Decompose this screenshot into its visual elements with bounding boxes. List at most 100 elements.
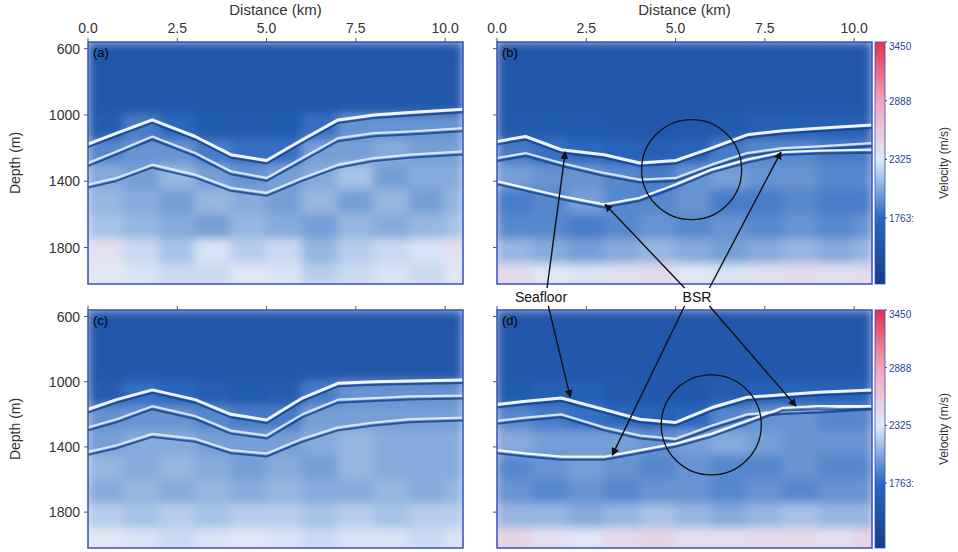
heatmap-cell xyxy=(373,214,410,240)
heatmap-cell xyxy=(604,114,641,140)
reflector-line xyxy=(497,125,872,163)
heatmap-cell xyxy=(639,214,676,240)
heatmap-cell xyxy=(373,332,410,357)
heatmap-cell xyxy=(675,455,712,480)
x-tick-label: 5.0 xyxy=(666,20,686,36)
x-tick xyxy=(177,306,178,310)
heatmap-cell xyxy=(123,42,160,66)
heatmap-cell xyxy=(266,310,303,333)
reflectors xyxy=(497,390,872,460)
heatmap-cell xyxy=(854,332,872,357)
x-tick xyxy=(497,306,498,310)
reflectors xyxy=(497,125,872,208)
heatmap-cell xyxy=(854,455,872,480)
x-tick-label: 10.0 xyxy=(432,20,459,36)
heatmap-cell xyxy=(266,528,303,548)
colorbar-tick xyxy=(885,483,887,484)
panel: 600100014001800Depth (m)(c) xyxy=(7,306,464,549)
heatmap-cell xyxy=(338,310,375,333)
heatmap-cell xyxy=(782,503,819,528)
heatmap-cell xyxy=(88,65,124,91)
heatmap-cell xyxy=(497,90,533,116)
frame xyxy=(497,310,872,548)
plot-area xyxy=(88,42,463,284)
heatmap-cell xyxy=(230,42,267,66)
x-tick-label: 7.5 xyxy=(755,20,775,36)
heatmap-cell xyxy=(195,503,232,528)
heatmap-cell xyxy=(88,455,124,480)
heatmap-cell xyxy=(338,264,375,284)
heatmap-cell xyxy=(159,65,196,91)
heatmap-cell xyxy=(497,479,533,504)
heatmap-cell xyxy=(604,503,641,528)
y-axis-title: Depth (m) xyxy=(7,398,23,460)
heatmap-cell xyxy=(497,455,533,480)
x-tick xyxy=(675,38,676,42)
heatmap-cell xyxy=(445,214,463,240)
heatmap-cell xyxy=(639,90,676,116)
heatmap-cell xyxy=(497,357,533,382)
heatmap-cell xyxy=(854,430,872,455)
heatmap-cell xyxy=(195,332,232,357)
annotation-arrow xyxy=(605,204,684,288)
reflectors xyxy=(88,109,463,196)
heatmap-cell xyxy=(818,65,855,91)
heatmap-cell xyxy=(639,503,676,528)
heatmap-cell xyxy=(747,164,784,190)
colorbar-tick-label: 2888 xyxy=(889,96,912,107)
heatmap-cell xyxy=(604,528,641,548)
x-tick xyxy=(88,306,89,310)
heatmap-cell xyxy=(302,42,339,66)
heatmap-cell xyxy=(639,42,676,66)
heatmap-cell xyxy=(497,310,533,333)
plot-area xyxy=(88,310,463,548)
heatmap-cell xyxy=(302,479,339,504)
heatmap-cell xyxy=(123,310,160,333)
y-tick xyxy=(84,114,88,115)
y-tick-label: 1800 xyxy=(49,504,80,520)
heatmap-cell xyxy=(782,214,819,240)
heatmap-cell xyxy=(230,114,267,140)
heatmap-cell xyxy=(409,528,446,548)
heatmap-cell xyxy=(195,455,232,480)
reflector-line xyxy=(88,396,463,436)
heatmap-cell xyxy=(782,90,819,116)
heatmap-cell xyxy=(338,332,375,357)
x-tick-label: 2.5 xyxy=(168,20,188,36)
heatmap-cell xyxy=(782,479,819,504)
x-tick xyxy=(177,38,178,42)
reflector-line xyxy=(497,150,872,205)
heatmap-cell xyxy=(445,357,463,382)
heatmap-cell xyxy=(373,164,410,190)
heatmap-cell xyxy=(409,310,446,333)
x-axis-title: Distance (km) xyxy=(229,1,322,18)
heatmap-cell xyxy=(568,479,605,504)
heatmap-cell xyxy=(639,239,676,265)
heatmap-cell xyxy=(782,430,819,455)
panel-label: (b) xyxy=(502,45,518,60)
annotation-arrow xyxy=(709,152,781,288)
heatmap-cell xyxy=(675,503,712,528)
heatmap-cell xyxy=(123,455,160,480)
heatmap-cell xyxy=(373,65,410,91)
heatmap-cell xyxy=(266,90,303,116)
colorbar-tick xyxy=(885,100,887,101)
heatmap-cell xyxy=(818,430,855,455)
heatmap-cell xyxy=(266,239,303,265)
heatmap-cell xyxy=(123,264,160,284)
heatmap-cell xyxy=(338,528,375,548)
heatmap-cell xyxy=(711,479,748,504)
heatmap-cell xyxy=(568,528,605,548)
heatmap-cell xyxy=(818,310,855,333)
heatmap-cell xyxy=(854,264,872,284)
heatmap-cell xyxy=(782,310,819,333)
heatmap-cell xyxy=(195,239,232,265)
heatmap-cell xyxy=(123,503,160,528)
heatmap-cell xyxy=(338,357,375,382)
heatmap-cell xyxy=(445,528,463,548)
heatmap-cell xyxy=(373,528,410,548)
heatmap-cell xyxy=(266,214,303,240)
heatmap-cell xyxy=(782,264,819,284)
heatmap-cell xyxy=(338,90,375,116)
y-tick xyxy=(493,181,497,182)
